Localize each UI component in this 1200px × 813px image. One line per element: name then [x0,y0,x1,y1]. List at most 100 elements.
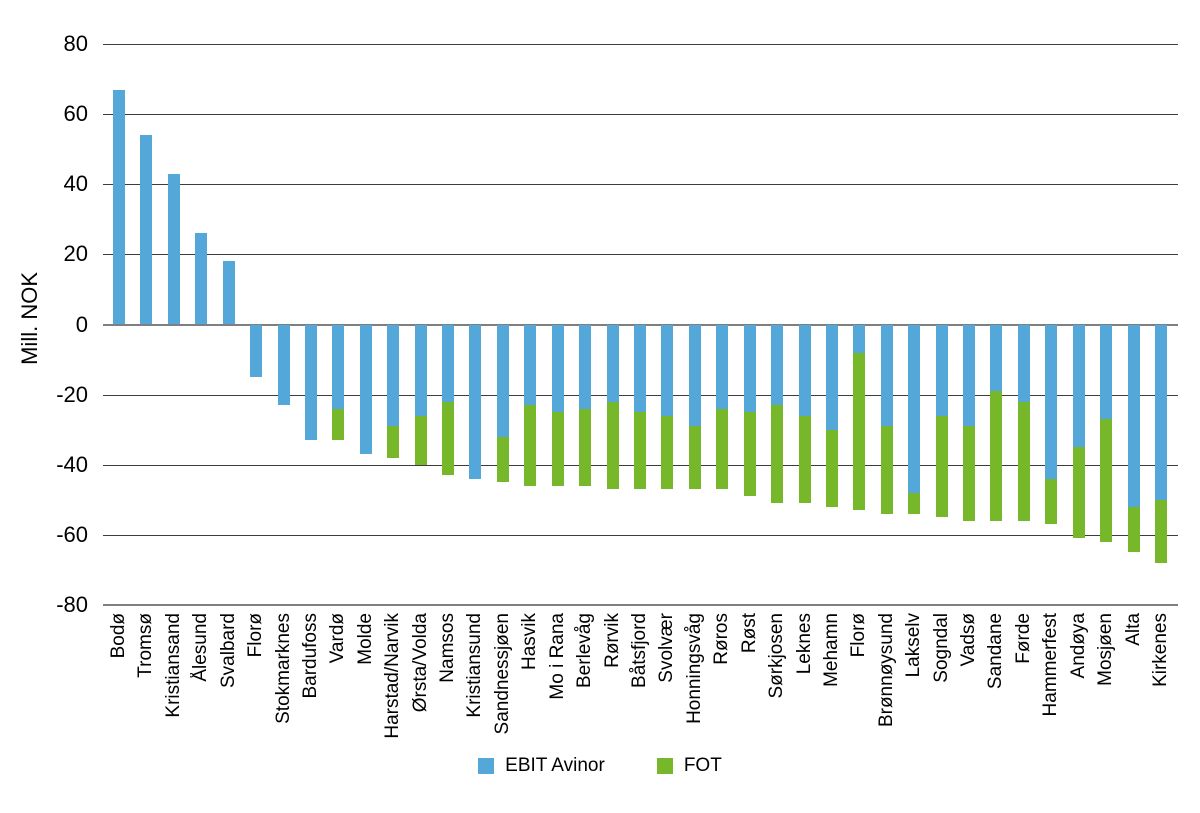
gridline-80 [103,44,1178,45]
x-tick-label: Sandnessjøen [491,613,513,735]
bar-segment-ebit-avinor [387,324,400,427]
legend-item-ebit-avinor: EBIT Avinor [478,755,605,777]
y-tick-label-0: 0 [75,311,88,337]
legend-label-ebit-avinor: EBIT Avinor [505,755,605,776]
gridline-20 [103,254,1178,256]
bar-segment-fot [963,426,976,521]
y-tick-label-80: 80 [63,31,88,56]
x-tick-label: Hasvik [519,613,541,671]
x-tick-label: Mosjøen [1095,613,1117,686]
bar-segment-ebit-avinor [579,324,592,409]
bar-segment-fot [387,426,400,458]
x-tick-label: Honningsvåg [683,613,705,724]
x-tick-label: Harstad/Narvik [382,613,404,739]
y-tick-label--80: -80 [56,592,88,617]
x-tick-label: Florø [245,613,267,658]
x-tick-label: Leknes [793,613,815,675]
x-tick-label: Mehamn [820,613,842,687]
bar-segment-ebit-avinor [771,324,784,406]
bar-segment-fot [990,391,1003,521]
bar-segment-fot [1017,401,1030,521]
bar-segment-fot [825,429,838,507]
bar-segment-fot [661,415,674,490]
x-tick-label: Svalbard [217,613,239,688]
x-tick-label: Namsos [437,613,459,683]
bar-segment-fot [524,405,537,486]
x-tick-label: Kirkenes [1149,613,1171,687]
x-tick-label: Lakselv [903,613,925,678]
bar-segment-fot [1100,419,1113,542]
bar-segment-fot [798,415,811,504]
x-tick-label: Svolvær [656,613,678,683]
bar-segment-ebit-avinor [606,324,619,402]
bar-segment-ebit-avinor [140,135,153,325]
x-tick-label: Berlevåg [574,613,596,688]
bar-segment-fot [606,401,619,490]
bar-segment-fot [688,426,701,490]
x-tick-label: Alta [1122,613,1144,646]
x-tick-label: Bodø [108,613,129,659]
x-tick-label: Sørkjosen [766,613,788,699]
bar-segment-ebit-avinor [222,261,235,325]
bar-segment-fot [633,412,646,490]
bar-segment-fot [771,405,784,504]
bar-segment-ebit-avinor [716,324,729,409]
bar-segment-ebit-avinor [661,324,674,416]
bar-segment-fot [880,426,893,514]
x-tick-label: Brønnøysund [875,613,897,728]
gridline--80 [103,604,1178,606]
bar-segment-ebit-avinor [1100,324,1113,420]
bar-segment-ebit-avinor [195,233,208,325]
bar-segment-fot [908,492,921,514]
x-tick-label: Rørvik [601,613,623,668]
bar-segment-ebit-avinor [277,324,290,406]
x-tick-label: Stokmarknes [272,613,294,724]
y-tick-label-20: 20 [63,241,88,267]
bar-segment-fot [442,401,455,476]
bar-segment-fot [716,408,729,490]
x-tick-label: Ålesund [190,613,212,682]
bar-segment-fot [935,415,948,518]
bar-segment-ebit-avinor [825,324,838,430]
x-tick-label: Ørsta/Volda [409,613,431,713]
bar-segment-ebit-avinor [1045,324,1058,479]
bar-segment-ebit-avinor [1154,324,1167,500]
bar-segment-ebit-avinor [250,324,263,378]
x-tick-label: Florø [848,613,870,658]
bar-segment-ebit-avinor [414,324,427,416]
legend-label-fot: FOT [683,755,722,776]
x-tick-label: Kristiansand [162,613,184,718]
gridline-40 [103,184,1178,186]
x-tick-label: Vardø [327,613,349,664]
legend: EBIT Avinor FOT [0,755,1200,777]
bar-segment-fot [1127,506,1140,553]
bar-segment-ebit-avinor [880,324,893,427]
gridline--60 [103,534,1178,536]
bar-segment-fot [496,436,509,483]
legend-swatch-ebit-avinor [478,758,495,774]
x-tick-label: Molde [354,613,376,665]
bar-segment-ebit-avinor [798,324,811,416]
x-tick-label: Sogndal [930,613,952,683]
bar-segment-ebit-avinor [496,324,509,437]
bar-segment-ebit-avinor [551,324,564,413]
x-tick-label: Andøya [1067,613,1089,679]
bar-segment-ebit-avinor [1072,324,1085,448]
bar-segment-ebit-avinor [688,324,701,427]
x-tick-label: Hammerfest [1040,613,1062,717]
bar-segment-ebit-avinor [633,324,646,413]
bar-segment-ebit-avinor [332,324,345,409]
bar-segment-fot [579,408,592,486]
bar-segment-ebit-avinor [442,324,455,402]
bar-segment-ebit-avinor [113,89,125,325]
x-tick-label: Sandane [985,613,1007,690]
bar-segment-ebit-avinor [853,324,866,353]
x-tick-label: Tromsø [135,613,157,678]
y-tick-label-40: 40 [63,171,88,197]
x-tick-label: Vadsø [958,613,980,667]
bar-segment-fot [332,408,345,441]
x-tick-label: Bardufoss [299,613,321,699]
bar-segment-ebit-avinor [963,324,976,427]
x-tick-label: Mo i Rana [546,613,568,700]
